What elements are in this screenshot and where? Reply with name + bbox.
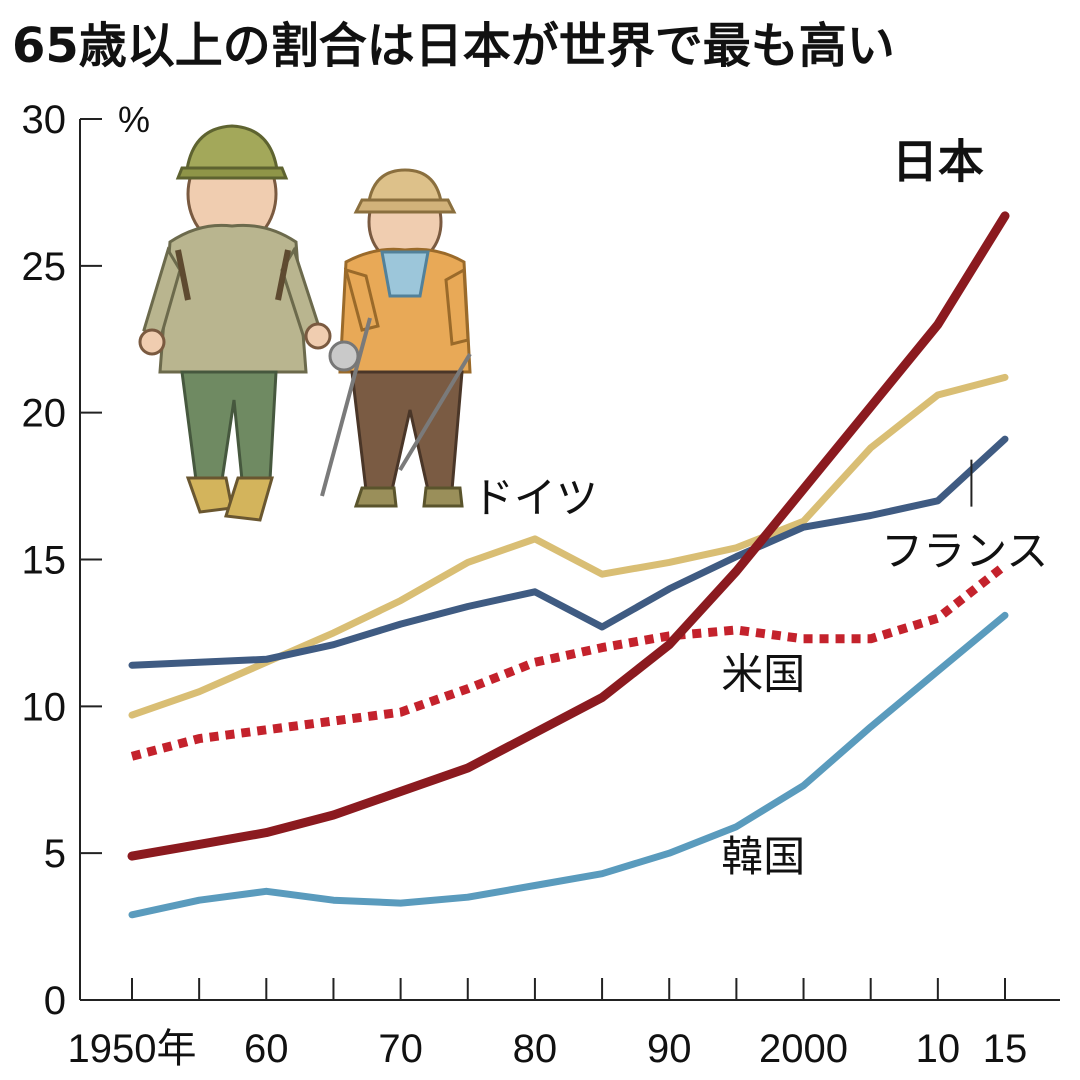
y-tick-label: 5 — [44, 832, 66, 876]
y-tick-label: 15 — [22, 539, 67, 583]
x-tick-label: 90 — [647, 1027, 692, 1071]
series-line-米国 — [130, 561, 1008, 761]
x-tick-label: 1950年 — [68, 1027, 197, 1071]
elderly-hikers-illustration — [138, 124, 472, 522]
series-label-日本: 日本 — [892, 135, 984, 189]
series-line-日本 — [127, 211, 1010, 861]
series-label-米国: 米国 — [721, 650, 805, 699]
x-tick-label: 70 — [378, 1027, 423, 1071]
series-line-韓国 — [128, 611, 1009, 919]
series-label-韓国: 韓国 — [721, 832, 805, 881]
y-tick-labels: 0 5 10 15 20 25 30 — [22, 98, 67, 1023]
series-label-フランス: フランス — [881, 526, 1048, 575]
x-tick-labels: 1950年 60 70 80 90 2000 10 15 — [68, 1027, 1028, 1071]
y-tick-label: 25 — [22, 245, 67, 289]
y-tick-label: 20 — [22, 392, 67, 436]
y-tick-label: 30 — [22, 98, 67, 142]
y-tick-label: 10 — [22, 685, 67, 729]
x-tick-label: 10 — [916, 1027, 961, 1071]
hiker-woman-figure — [320, 168, 472, 508]
chart-title: 65歳以上の割合は日本が世界で最も高い — [12, 18, 895, 74]
series-line-フランス — [128, 435, 1009, 669]
x-tick-label: 80 — [513, 1027, 558, 1071]
y-unit: % — [118, 99, 150, 140]
series-label-ドイツ: ドイツ — [472, 474, 598, 523]
hiker-man-figure — [138, 124, 332, 522]
x-tick-label: 2000 — [759, 1027, 848, 1071]
y-tick-label: 0 — [44, 979, 66, 1023]
series-lines — [127, 211, 1010, 919]
x-tick-label: 15 — [983, 1027, 1028, 1071]
axes — [79, 118, 1060, 1001]
x-tick-label: 60 — [244, 1027, 289, 1071]
